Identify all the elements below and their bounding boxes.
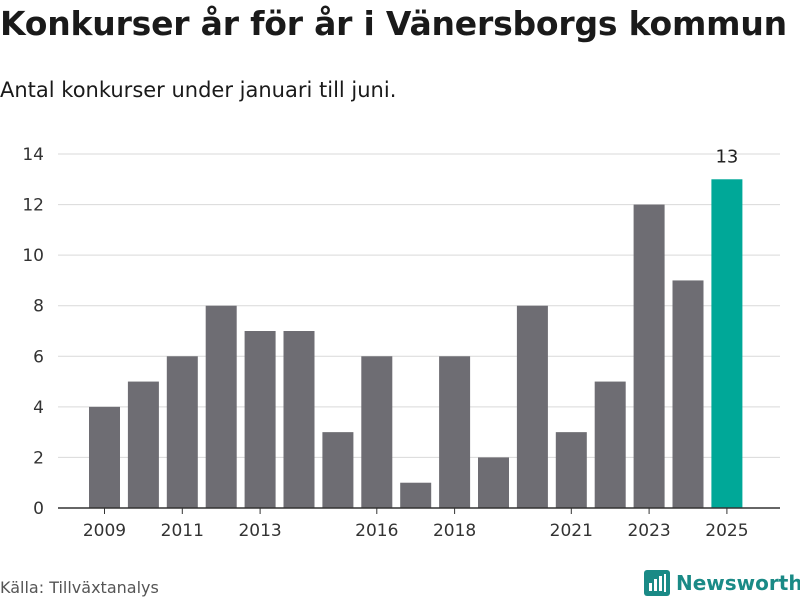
y-tick-label: 10 <box>22 246 44 266</box>
bar-2016 <box>361 356 393 508</box>
y-tick-label: 12 <box>22 196 44 216</box>
source-note: Källa: Tillväxtanalys <box>0 578 159 597</box>
bar-2011 <box>166 356 198 508</box>
bar-2014 <box>283 331 315 508</box>
y-tick-label: 4 <box>33 398 44 418</box>
y-tick-label: 8 <box>33 297 44 317</box>
bar-2013 <box>244 331 276 508</box>
bar-2019 <box>478 457 509 508</box>
page-title: Konkurser år för år i Vänersborgs kommun <box>0 4 787 43</box>
data-label: 13 <box>715 146 738 167</box>
x-tick-label: 2016 <box>355 521 398 541</box>
chart-subtitle: Antal konkurser under januari till juni. <box>0 78 397 102</box>
x-tick-label: 2013 <box>238 521 281 541</box>
bar-2010 <box>127 381 159 508</box>
y-tick-label: 14 <box>22 145 44 165</box>
bar-2015 <box>322 432 354 508</box>
bar-2009 <box>89 406 120 508</box>
bar-2025 <box>711 179 743 508</box>
bar-2012 <box>205 305 237 508</box>
y-tick-label: 0 <box>33 499 44 519</box>
bar-2018 <box>439 356 471 508</box>
bar-2023 <box>633 204 665 509</box>
newsworthy-logo: Newsworthy <box>644 570 800 596</box>
bar-chart: 0 2 4 6 8 10 12 14 2009 2011 2013 2016 2018 2021 2023 2… <box>22 145 780 541</box>
newsworthy-logo-icon <box>644 570 670 596</box>
x-tick-label: 2018 <box>433 521 476 541</box>
bar-2017 <box>400 482 432 508</box>
bar-2020 <box>516 305 548 508</box>
bar-2022 <box>594 381 626 508</box>
x-tick-label: 2021 <box>550 521 593 541</box>
logo-text: Newsworthy <box>676 571 800 595</box>
y-tick-label: 2 <box>33 448 44 468</box>
x-tick-label: 2009 <box>83 521 126 541</box>
x-tick-label: 2025 <box>705 521 748 541</box>
y-tick-label: 6 <box>33 347 44 367</box>
x-tick-label: 2011 <box>161 521 204 541</box>
bar-2024 <box>672 280 704 508</box>
bar-2021 <box>555 432 587 508</box>
x-tick-label: 2023 <box>627 521 670 541</box>
